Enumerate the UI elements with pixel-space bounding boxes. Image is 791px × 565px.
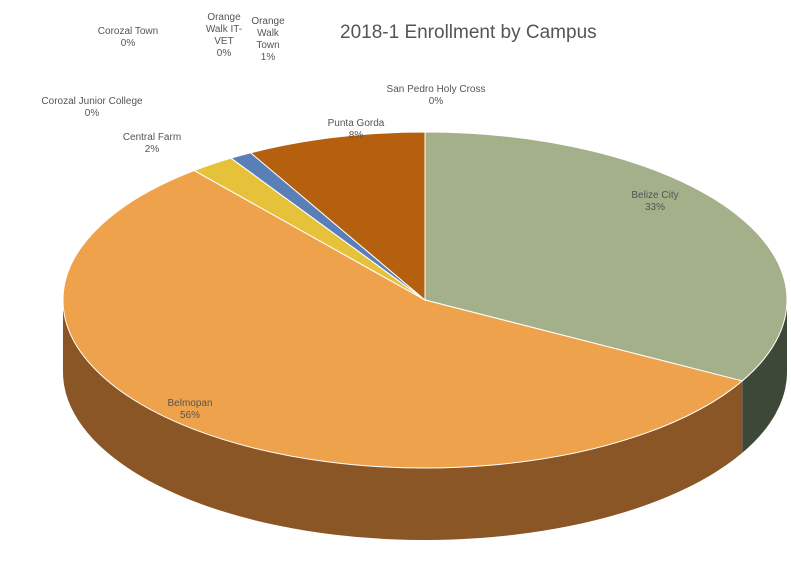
slice-label: Corozal Junior College 0% [12,96,172,120]
value-label: 1% [260,52,276,63]
pie-side [63,300,743,540]
slice-label: Orange Walk IT-VET 0% [199,12,249,60]
value-label: 0% [216,48,232,59]
slice-label: San Pedro Holy Cross 0% [366,84,506,108]
category-name: Belmopan [167,398,213,409]
value-label: 0% [84,108,100,119]
slice-label: Orange Walk Town 1% [248,16,288,64]
category-name: Corozal Junior College [41,96,143,107]
category-name: Corozal Town [97,26,159,37]
value-label: 56% [179,410,200,421]
category-name: San Pedro Holy Cross [386,84,486,95]
pie-side [742,300,787,453]
slice-label: Corozal Town 0% [88,26,168,50]
value-label: 2% [144,144,160,155]
category-name: Orange Walk IT-VET [205,12,243,47]
category-name: Punta Gorda [327,118,385,129]
value-label: 0% [428,96,444,107]
slice-label: Belmopan 56% [145,398,235,422]
chart-title: 2018-1 Enrollment by Campus [340,22,597,43]
category-name: Belize City [631,190,679,201]
slice-label: Central Farm 2% [107,132,197,156]
value-label: 0% [120,38,136,49]
category-name: Central Farm [122,132,182,143]
pie-slice [249,131,426,302]
pie-slice [62,170,744,469]
slice-label: Belize City 33% [610,190,700,214]
pie-slice [424,131,788,382]
value-label: 33% [644,202,665,213]
category-name: Orange Walk Town [251,16,285,51]
slice-label: Punta Gorda 8% [311,118,401,142]
value-label: 8% [348,130,364,141]
